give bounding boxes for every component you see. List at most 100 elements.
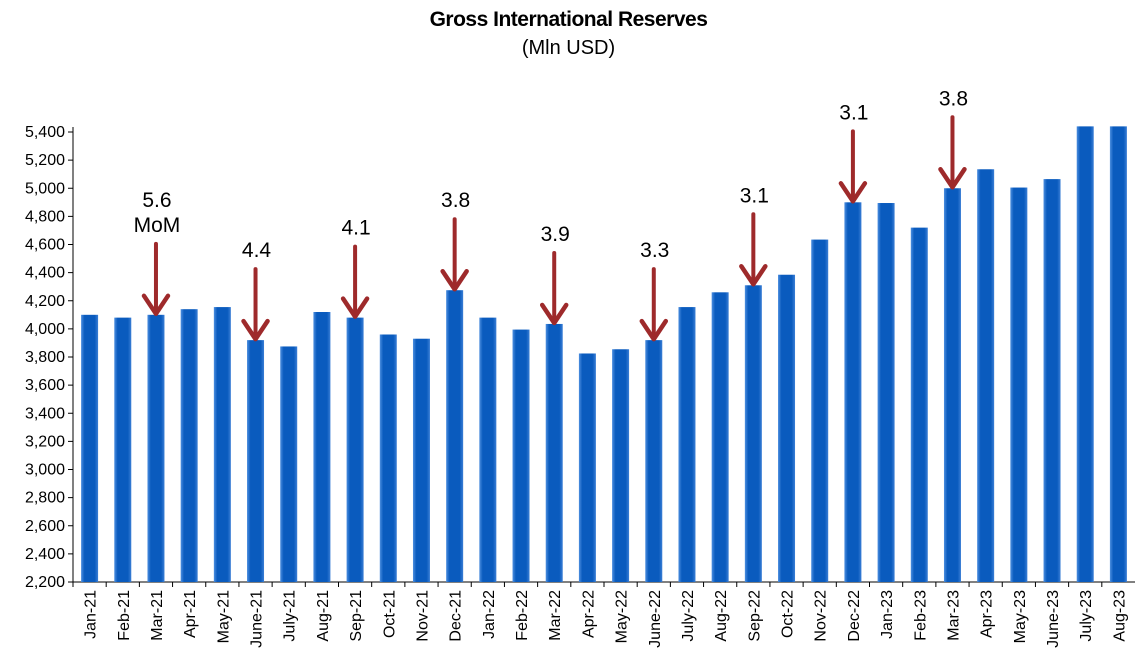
chart-title: Gross International Reserves xyxy=(429,8,708,31)
annotation-label: 5.6 xyxy=(142,189,171,212)
annotation-arrow-head xyxy=(838,181,868,204)
x-tick-label: Mar-23 xyxy=(945,590,962,641)
x-tick-label: Oct-22 xyxy=(780,590,797,638)
x-tick-label: May-22 xyxy=(614,590,631,643)
annotation: 4.4 xyxy=(241,239,272,342)
bar xyxy=(114,317,132,582)
bar xyxy=(512,329,530,582)
bar xyxy=(744,285,762,582)
bar xyxy=(479,317,497,582)
x-tick-label: June-22 xyxy=(647,590,664,648)
annotation: 3.3 xyxy=(639,239,669,342)
bar xyxy=(678,307,696,582)
y-axis-ticks: 2,200 2,400 2,600 2,800 3,000 3,200 3,400 3,600… xyxy=(25,124,73,591)
annotation-arrow-head xyxy=(639,318,669,342)
bar xyxy=(412,338,430,582)
bar xyxy=(545,323,563,582)
bars xyxy=(81,126,1127,582)
annotation-label: 4.1 xyxy=(341,217,370,240)
bar xyxy=(1076,126,1094,582)
annotation-label: 4.4 xyxy=(242,239,272,262)
x-tick-label: June-21 xyxy=(249,590,266,648)
x-tick-label: Aug-22 xyxy=(713,590,730,642)
x-tick-label: Dec-22 xyxy=(846,590,863,642)
bar xyxy=(81,314,99,582)
y-tick-label: 4,600 xyxy=(25,237,65,254)
annotation-label: 3.8 xyxy=(939,87,968,110)
annotation: 3.1 xyxy=(739,184,769,287)
annotation-arrow-head xyxy=(340,296,370,319)
annotation-arrow-head xyxy=(539,302,569,326)
bar xyxy=(578,353,596,582)
bar xyxy=(844,202,862,582)
annotation-label: 3.1 xyxy=(839,101,868,124)
bar xyxy=(346,317,364,582)
annotation-label: 3.9 xyxy=(541,223,570,246)
x-tick-label: Jan-22 xyxy=(481,590,498,639)
y-tick-label: 5,400 xyxy=(25,124,65,141)
bar xyxy=(213,307,231,582)
y-tick-label: 5,200 xyxy=(25,152,65,169)
x-tick-label: Aug-23 xyxy=(1111,590,1128,642)
annotation-arrow-head xyxy=(938,167,967,190)
annotation-arrow-head xyxy=(739,264,768,287)
bar xyxy=(280,346,298,582)
y-tick-label: 4,800 xyxy=(25,208,65,225)
y-tick-label: 4,200 xyxy=(25,293,65,310)
y-tick-label: 3,200 xyxy=(25,433,65,450)
bar xyxy=(778,274,796,582)
chart-subtitle: (Mln USD) xyxy=(521,37,616,59)
y-tick-label: 3,000 xyxy=(25,462,65,479)
annotation-label: 3.8 xyxy=(441,189,470,212)
x-tick-label: July-21 xyxy=(282,590,299,642)
x-tick-label: July-23 xyxy=(1078,590,1095,642)
x-tick-label: Apr-22 xyxy=(580,590,597,638)
x-tick-label: Feb-21 xyxy=(116,590,133,641)
x-tick-label: Sep-21 xyxy=(348,590,365,642)
bar xyxy=(1043,179,1061,582)
x-tick-label: Apr-21 xyxy=(182,590,199,638)
x-axis-ticks: Jan-21 Feb-21 Mar-21 Apr-21 May-21 June-21 Jul… xyxy=(72,582,1128,648)
y-tick-label: 2,800 xyxy=(25,490,65,507)
annotation: 4.1 xyxy=(340,217,371,319)
x-tick-label: July-22 xyxy=(680,590,697,642)
bar xyxy=(645,340,663,582)
bar xyxy=(180,309,198,582)
x-tick-label: May-21 xyxy=(215,590,232,643)
y-tick-label: 2,200 xyxy=(25,574,65,591)
annotation: 3.8 xyxy=(938,87,968,190)
bar xyxy=(147,314,165,582)
x-tick-label: Dec-21 xyxy=(448,590,465,642)
y-tick-label: 3,400 xyxy=(25,405,65,422)
bar xyxy=(313,312,331,582)
bar xyxy=(977,169,995,582)
bar xyxy=(811,239,829,582)
annotation-arrow-head xyxy=(141,293,171,317)
annotation-label: 3.3 xyxy=(640,239,669,262)
x-tick-label: Apr-23 xyxy=(979,590,996,638)
bar xyxy=(711,292,729,582)
bar xyxy=(379,334,397,582)
bar xyxy=(446,290,464,582)
x-tick-label: June-23 xyxy=(1045,590,1062,648)
x-tick-label: Feb-23 xyxy=(912,590,929,641)
x-tick-label: Aug-21 xyxy=(315,590,332,642)
y-tick-label: 4,400 xyxy=(25,265,65,282)
x-tick-label: Sep-22 xyxy=(746,590,763,642)
y-tick-label: 5,000 xyxy=(25,180,65,197)
x-tick-label: Nov-21 xyxy=(414,590,431,642)
x-tick-label: Jan-21 xyxy=(83,590,100,639)
y-tick-label: 3,600 xyxy=(25,377,65,394)
annotation-arrow-head xyxy=(440,268,469,292)
y-tick-label: 3,800 xyxy=(25,349,65,366)
x-tick-label: May-23 xyxy=(1012,590,1029,643)
bar xyxy=(877,203,895,582)
x-tick-label: Jan-23 xyxy=(879,590,896,639)
axes xyxy=(72,127,1135,583)
y-tick-label: 2,400 xyxy=(25,546,65,563)
x-tick-label: Feb-22 xyxy=(514,590,531,641)
bar xyxy=(612,349,630,582)
